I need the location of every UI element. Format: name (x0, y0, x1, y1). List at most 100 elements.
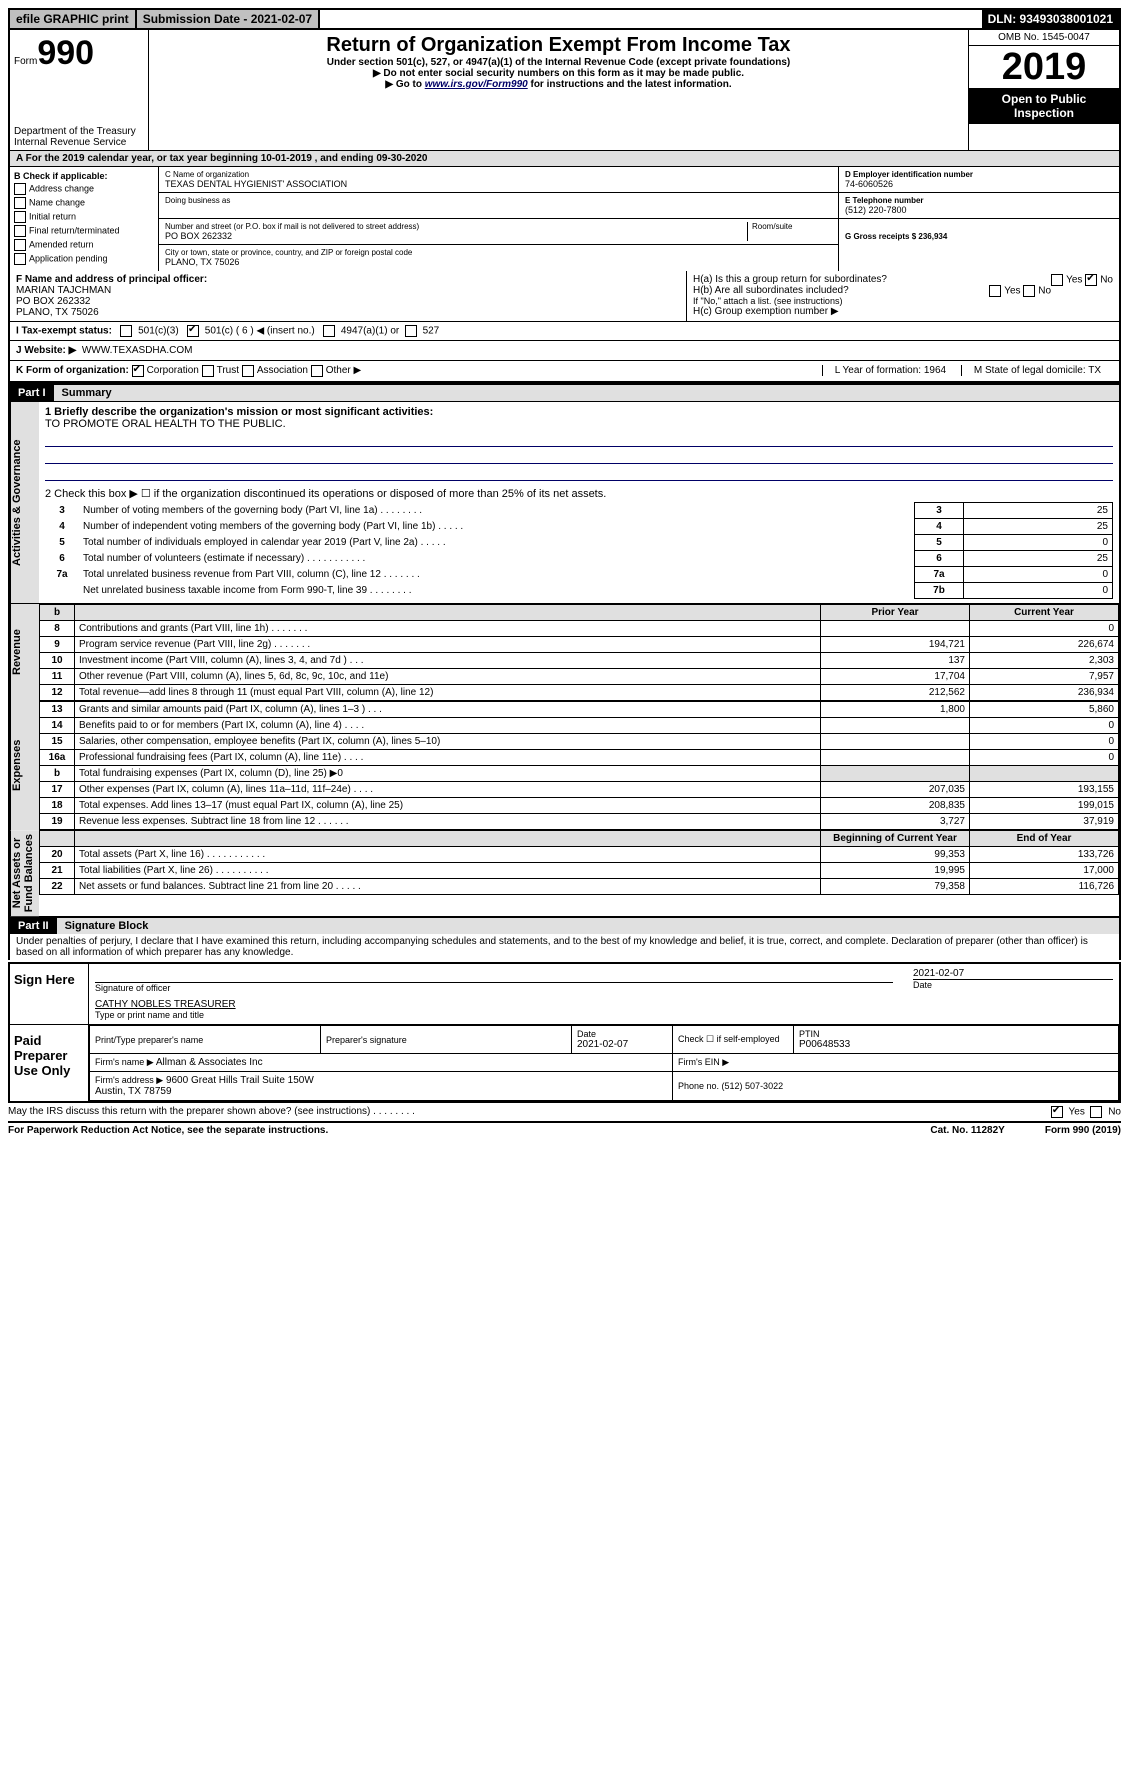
open-public: Open to Public Inspection (969, 88, 1119, 124)
website: WWW.TEXASDHA.COM (82, 345, 193, 356)
ein-cell: D Employer identification number 74-6060… (839, 167, 1119, 193)
penalty-text: Under penalties of perjury, I declare th… (8, 934, 1121, 960)
table-row: 19Revenue less expenses. Subtract line 1… (40, 814, 1119, 830)
side-expenses: Expenses (10, 701, 39, 830)
cb-final-return[interactable]: Final return/terminated (14, 225, 154, 237)
527-cb[interactable] (405, 325, 417, 337)
table-row: 22Net assets or fund balances. Subtract … (40, 879, 1119, 895)
side-revenue: Revenue (10, 604, 39, 701)
501c-cb[interactable] (187, 325, 199, 337)
irs-link[interactable]: www.irs.gov/Form990 (425, 79, 528, 90)
street: PO BOX 262332 (165, 231, 747, 241)
top-bar: efile GRAPHIC print Submission Date - 20… (8, 8, 1121, 30)
table-row: 9Program service revenue (Part VIII, lin… (40, 637, 1119, 653)
discuss-no[interactable] (1090, 1106, 1102, 1118)
efile-label[interactable]: efile GRAPHIC print (10, 10, 137, 28)
gov-table: 3Number of voting members of the governi… (45, 502, 1113, 599)
netassets-table: Beginning of Current YearEnd of Year 20T… (39, 830, 1119, 895)
state-domicile: M State of legal domicile: TX (961, 365, 1113, 376)
discuss-yes[interactable] (1051, 1106, 1063, 1118)
hb-yes[interactable] (989, 285, 1001, 297)
table-row: 15Salaries, other compensation, employee… (40, 734, 1119, 750)
other-cb[interactable] (311, 365, 323, 377)
discuss-row: May the IRS discuss this return with the… (8, 1103, 1121, 1123)
footer-cat: Cat. No. 11282Y (930, 1125, 1004, 1136)
ha-no[interactable] (1085, 274, 1097, 286)
table-row: 17Other expenses (Part IX, column (A), l… (40, 782, 1119, 798)
dept-row: Department of the Treasury Internal Reve… (8, 124, 1121, 151)
table-row: Net unrelated business taxable income fr… (45, 583, 1113, 599)
table-row: 16aProfessional fundraising fees (Part I… (40, 750, 1119, 766)
mission-label: 1 Briefly describe the organization's mi… (45, 406, 1113, 418)
assoc-cb[interactable] (242, 365, 254, 377)
revenue-table: bPrior YearCurrent Year 8Contributions a… (39, 604, 1119, 701)
omb-number: OMB No. 1545-0047 (969, 30, 1119, 46)
year-formation: L Year of formation: 1964 (822, 365, 958, 376)
501c3-cb[interactable] (120, 325, 132, 337)
side-governance: Activities & Governance (10, 402, 39, 603)
gross-receipts-cell: G Gross receipts $ 236,934 (839, 219, 1119, 244)
dln: DLN: 93493038001021 (982, 10, 1119, 28)
form-number-box: Form990 (10, 30, 149, 124)
trust-cb[interactable] (202, 365, 214, 377)
form-header: Form990 Return of Organization Exempt Fr… (8, 30, 1121, 124)
expenses-table: 13Grants and similar amounts paid (Part … (39, 701, 1119, 830)
corp-cb[interactable] (132, 365, 144, 377)
table-row: 6Total number of volunteers (estimate if… (45, 551, 1113, 567)
part1-header: Part I Summary (8, 383, 1121, 401)
dba-cell: Doing business as (159, 193, 838, 219)
line2: 2 Check this box ▶ ☐ if the organization… (45, 487, 1113, 500)
firm-phone: Phone no. (512) 507-3022 (678, 1081, 783, 1091)
h-group-return: H(a) Is this a group return for subordin… (687, 271, 1119, 321)
cb-amended-return[interactable]: Amended return (14, 239, 154, 251)
netassets-section: Net Assets or Fund Balances Beginning of… (8, 830, 1121, 918)
footer-form: Form 990 (2019) (1045, 1125, 1121, 1136)
city: PLANO, TX 75026 (165, 257, 832, 267)
side-netassets: Net Assets or Fund Balances (10, 830, 39, 916)
table-row: 8Contributions and grants (Part VIII, li… (40, 621, 1119, 637)
phone: (512) 220-7800 (845, 205, 1113, 215)
form-subtitle: Under section 501(c), 527, or 4947(a)(1)… (153, 57, 964, 68)
form-prefix: Form (14, 56, 37, 67)
tax-year: 2019 (969, 46, 1119, 88)
gross-receipts: G Gross receipts $ 236,934 (845, 232, 1113, 241)
form-note1: ▶ Do not enter social security numbers o… (153, 68, 964, 79)
tax-exempt-row: I Tax-exempt status: 501(c)(3) 501(c) ( … (8, 322, 1121, 341)
4947-cb[interactable] (323, 325, 335, 337)
signature-block: Sign Here Signature of officer 2021-02-0… (8, 962, 1121, 1103)
part2-header: Part II Signature Block (8, 918, 1121, 934)
table-row: 13Grants and similar amounts paid (Part … (40, 702, 1119, 718)
officer-name: CATHY NOBLES TREASURER (95, 999, 1113, 1010)
org-name-cell: C Name of organization TEXAS DENTAL HYGI… (159, 167, 838, 193)
cb-application-pending[interactable]: Application pending (14, 253, 154, 265)
paid-preparer-label: Paid Preparer Use Only (10, 1025, 89, 1101)
cb-address-change[interactable]: Address change (14, 183, 154, 195)
ha-yes[interactable] (1051, 274, 1063, 286)
form-note2: ▶ Go to www.irs.gov/Form990 for instruct… (153, 79, 964, 90)
b-checkboxes: B Check if applicable: Address change Na… (10, 167, 159, 271)
entity-block: B Check if applicable: Address change Na… (8, 167, 1121, 271)
firm-name: Allman & Associates Inc (156, 1057, 263, 1068)
cb-name-change[interactable]: Name change (14, 197, 154, 209)
city-cell: City or town, state or province, country… (159, 245, 838, 270)
paid-preparer-table: Print/Type preparer's name Preparer's si… (89, 1025, 1119, 1101)
table-row: 21Total liabilities (Part X, line 26) . … (40, 863, 1119, 879)
table-row: 11Other revenue (Part VIII, column (A), … (40, 669, 1119, 685)
f-h-row: F Name and address of principal officer:… (8, 271, 1121, 322)
hb-no[interactable] (1023, 285, 1035, 297)
table-row: 14Benefits paid to or for members (Part … (40, 718, 1119, 734)
principal-officer: F Name and address of principal officer:… (10, 271, 687, 321)
table-row: 12Total revenue—add lines 8 through 11 (… (40, 685, 1119, 701)
table-row: 20Total assets (Part X, line 16) . . . .… (40, 847, 1119, 863)
submission-date: Submission Date - 2021-02-07 (137, 10, 320, 28)
website-row: J Website: ▶ WWW.TEXASDHA.COM (8, 341, 1121, 361)
table-row: bTotal fundraising expenses (Part IX, co… (40, 766, 1119, 782)
cb-initial-return[interactable]: Initial return (14, 211, 154, 223)
ein: 74-6060526 (845, 179, 1113, 189)
table-row: 5Total number of individuals employed in… (45, 535, 1113, 551)
expenses-section: Expenses 13Grants and similar amounts pa… (8, 701, 1121, 830)
mission-text: TO PROMOTE ORAL HEALTH TO THE PUBLIC. (45, 418, 1113, 430)
footer: For Paperwork Reduction Act Notice, see … (8, 1123, 1121, 1138)
table-row: 4Number of independent voting members of… (45, 519, 1113, 535)
sign-date: 2021-02-07 (913, 968, 1113, 979)
